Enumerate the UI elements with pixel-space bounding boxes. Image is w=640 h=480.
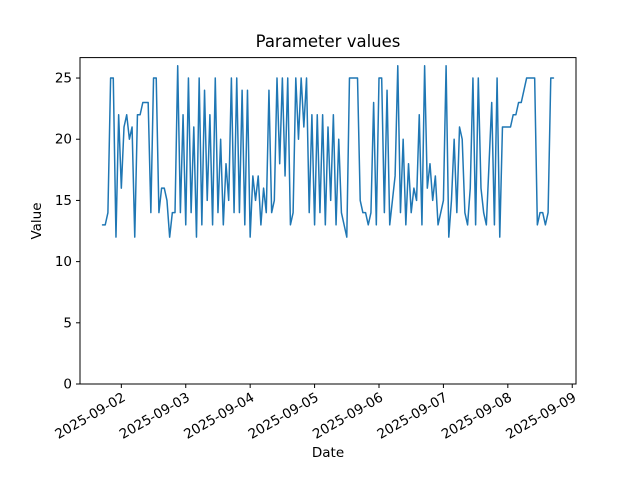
y-tick-label: 0 bbox=[63, 377, 72, 393]
y-tick-label: 10 bbox=[55, 254, 72, 270]
x-tick-label: 2025-09-08 bbox=[439, 390, 515, 443]
x-tick-label: 2025-09-09 bbox=[503, 390, 579, 443]
x-tick-label: 2025-09-05 bbox=[246, 390, 322, 443]
x-axis-label: Date bbox=[311, 445, 345, 461]
y-tick-label: 20 bbox=[55, 132, 72, 148]
x-tick-label: 2025-09-03 bbox=[117, 390, 193, 443]
data-series-line bbox=[101, 65, 555, 238]
x-tick-label: 2025-09-04 bbox=[181, 390, 257, 443]
chart-title: Parameter values bbox=[255, 32, 401, 51]
x-tick-label: 2025-09-06 bbox=[310, 390, 386, 443]
y-tick-label: 5 bbox=[63, 315, 72, 331]
x-tick-label: 2025-09-07 bbox=[374, 390, 450, 443]
plot-border bbox=[79, 57, 577, 385]
x-tick-label: 2025-09-02 bbox=[52, 390, 128, 443]
y-tick-label: 25 bbox=[55, 71, 72, 87]
y-tick-label: 15 bbox=[55, 193, 72, 209]
